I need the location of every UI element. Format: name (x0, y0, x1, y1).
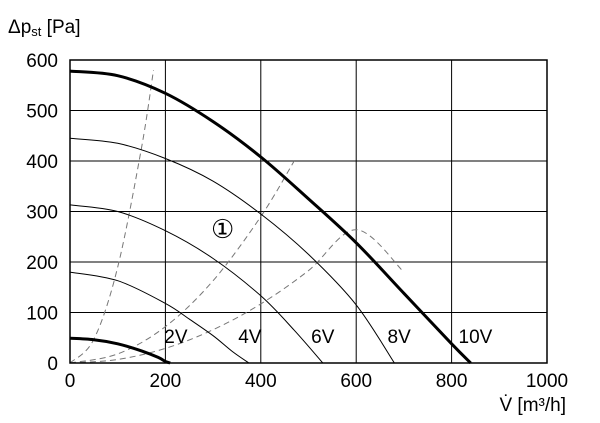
y-tick-label: 500 (26, 102, 58, 123)
y-axis-unit: [Pa] (41, 17, 80, 38)
x-tick-label: 200 (150, 371, 182, 392)
x-tick-labels: 0 200 400 600 800 1000 (65, 371, 568, 392)
curve-label-8V: 8V (388, 327, 412, 348)
curve-label-6V: 6V (311, 327, 335, 348)
y-tick-label: 600 (26, 51, 58, 72)
y-tick-label: 200 (26, 253, 58, 274)
y-tick-label: 100 (26, 304, 58, 325)
fan-curve-4V (69, 271, 250, 364)
curve-labels: 2V 4V 6V 8V 10V (164, 327, 492, 348)
y-tick-labels: 0 100 200 300 400 500 600 (26, 51, 58, 375)
x-tick-label: 400 (245, 371, 277, 392)
fan-curves (69, 69, 472, 365)
fan-curve-2V (69, 336, 171, 365)
fan-curve-10V (69, 69, 472, 365)
y-axis-title: Δpst [Pa] (8, 17, 80, 39)
curve-label-10V: 10V (459, 327, 493, 348)
y-axis-symbol: Δp (8, 17, 31, 38)
curve-label-2V: 2V (164, 327, 188, 348)
x-tick-label: 0 (65, 371, 76, 392)
y-axis-subscript: st (31, 24, 42, 39)
plot-frame (69, 59, 548, 364)
system-curve-1 (69, 70, 154, 364)
grid (70, 60, 547, 363)
y-tick-label: 0 (47, 354, 58, 375)
x-tick-label: 600 (340, 371, 372, 392)
fan-curve-6V (69, 204, 324, 364)
curve-label-4V: 4V (238, 327, 262, 348)
fan-curve-8V (69, 137, 395, 364)
curve-annotation-marker: ① (211, 214, 234, 244)
system-curve-2 (69, 160, 295, 364)
x-tick-label: 800 (436, 371, 468, 392)
system-curve-3 (69, 229, 405, 364)
system-curves (69, 70, 405, 364)
x-tick-label: 1000 (526, 371, 568, 392)
y-tick-label: 400 (26, 152, 58, 173)
y-tick-label: 300 (26, 203, 58, 224)
x-axis-title: V̇ [m³/h] (499, 395, 566, 416)
